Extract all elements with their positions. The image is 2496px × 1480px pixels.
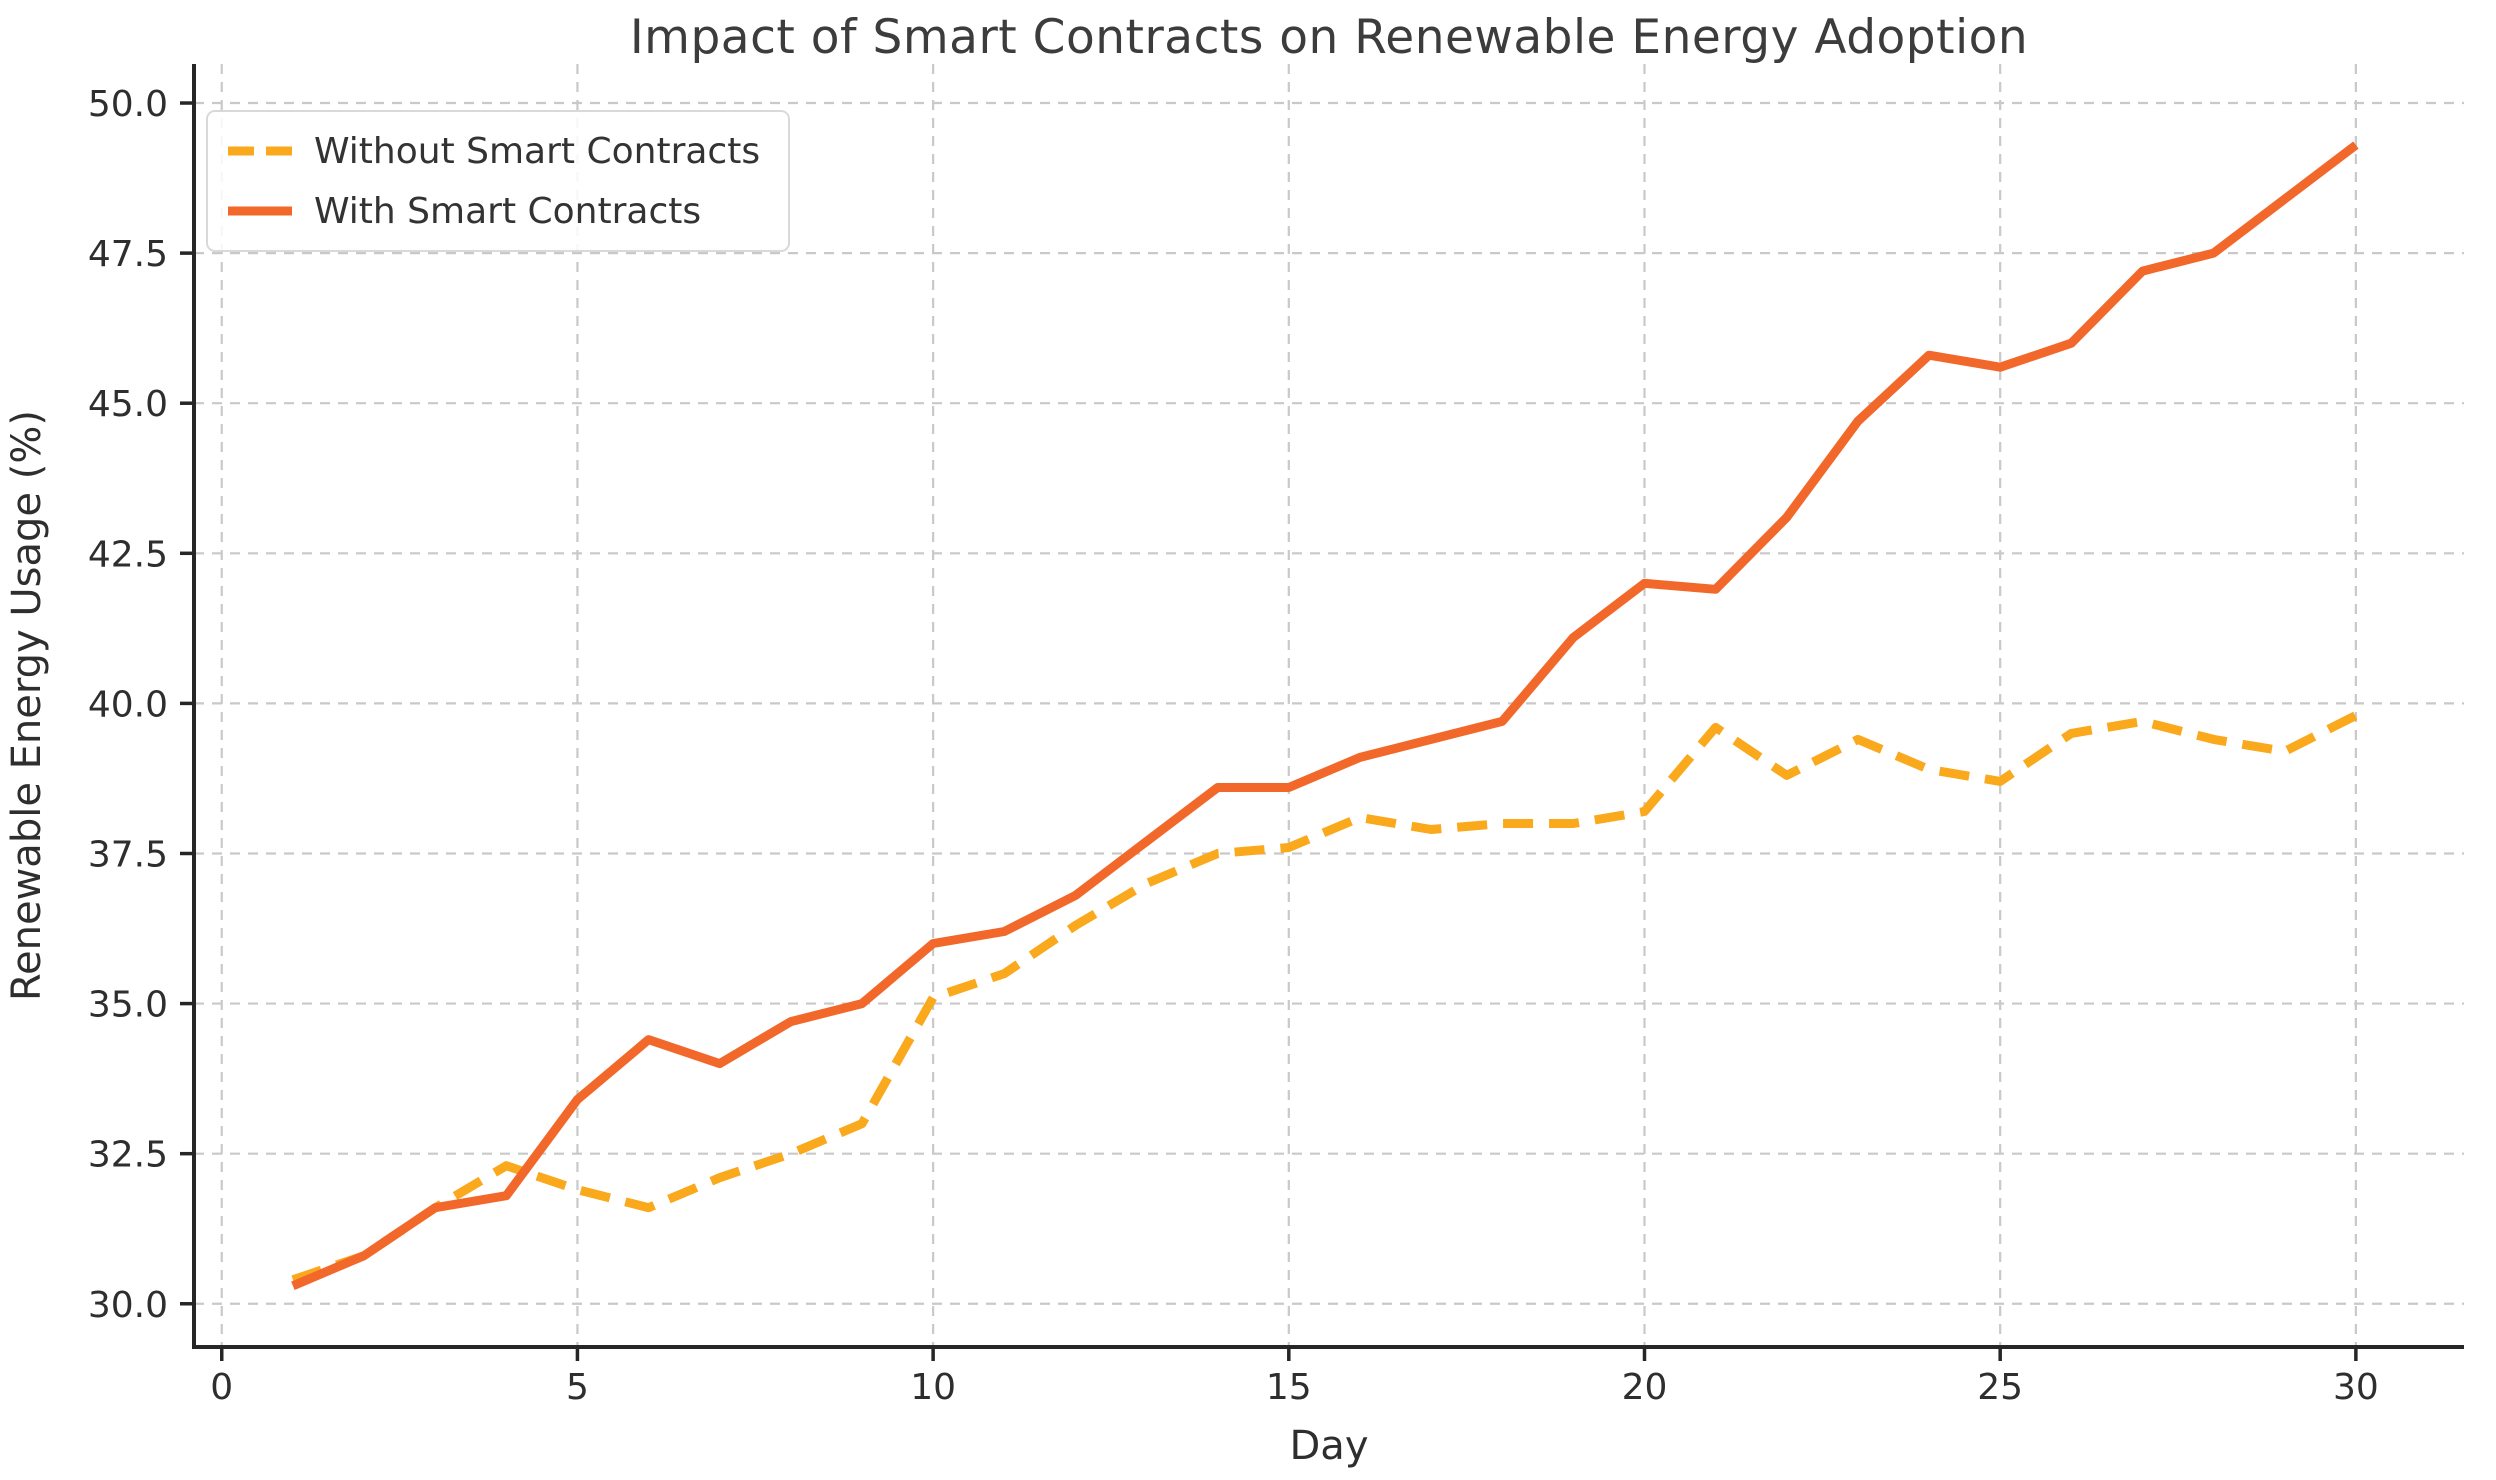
- legend-swatch-dashed-line-icon: [228, 146, 292, 156]
- y-tick-label: 35.0: [88, 985, 168, 1026]
- x-tick-label: 15: [1266, 1367, 1312, 1408]
- series-line-with-smart-contracts: [291, 141, 2359, 1290]
- y-tick-label: 40.0: [88, 684, 168, 725]
- chart-title: Impact of Smart Contracts on Renewable E…: [629, 10, 2029, 65]
- y-tick-label: 50.0: [88, 84, 168, 125]
- x-tick-label: 10: [910, 1367, 956, 1408]
- x-tick-label: 25: [1977, 1367, 2023, 1408]
- x-tick-label: 5: [566, 1367, 589, 1408]
- legend-swatch-solid-line-icon: [228, 206, 292, 216]
- x-tick-label: 30: [2333, 1367, 2379, 1408]
- y-tick-label: 30.0: [88, 1285, 168, 1326]
- x-axis-label: Day: [1290, 1423, 1369, 1469]
- y-tick-label: 37.5: [88, 834, 168, 875]
- legend-item-with-smart-contracts: With Smart Contracts: [226, 186, 760, 236]
- y-tick-label: 42.5: [88, 534, 168, 575]
- y-tick-label: 32.5: [88, 1135, 168, 1176]
- legend-label-with-smart-contracts: With Smart Contracts: [314, 190, 702, 232]
- legend-item-without-smart-contracts: Without Smart Contracts: [226, 126, 760, 176]
- x-tick-label: 0: [210, 1367, 233, 1408]
- x-tick-label: 20: [1622, 1367, 1668, 1408]
- y-tick-label: 45.0: [88, 384, 168, 425]
- legend: Without Smart Contracts With Smart Contr…: [206, 110, 791, 252]
- y-tick-label: 47.5: [88, 234, 168, 275]
- series-line-without-smart-contracts: [291, 711, 2358, 1285]
- y-axis-label: Renewable Energy Usage (%): [4, 410, 50, 1001]
- legend-label-without-smart-contracts: Without Smart Contracts: [314, 130, 761, 172]
